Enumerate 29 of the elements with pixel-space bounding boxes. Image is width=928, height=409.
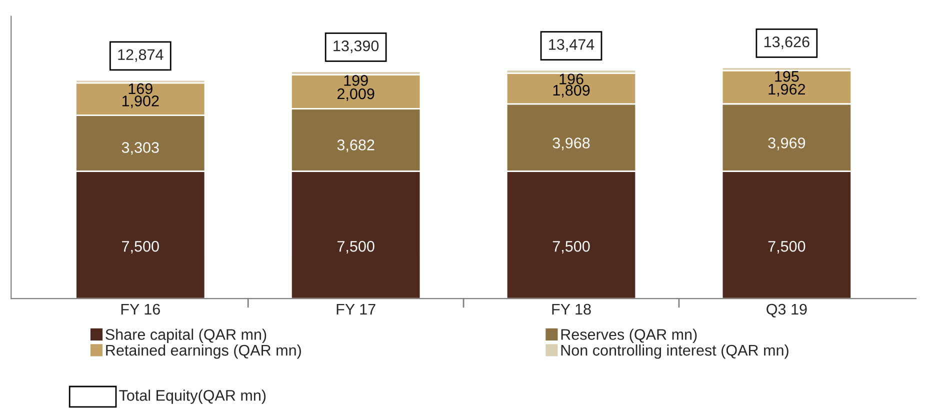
data-label: 1,962 (768, 84, 806, 96)
x-tick-label: FY 17 (336, 304, 376, 315)
data-label: 195 (775, 70, 799, 82)
total-label: 13,390 (334, 40, 379, 54)
data-label: 3,968 (552, 138, 590, 150)
data-label: 1,809 (553, 84, 590, 98)
x-tick-label: Q3 19 (766, 304, 807, 318)
legend-label: Retained earnings (QAR mn) (106, 344, 301, 359)
x-tick-label: FY 18 (552, 304, 591, 315)
legend-label: Reserves (QAR mn) (561, 328, 697, 343)
total-label: 13,626 (764, 36, 810, 50)
data-label: 3,969 (768, 138, 806, 150)
data-label: 196 (560, 74, 584, 84)
x-tick-label: FY 16 (121, 304, 160, 315)
data-label: 169 (128, 83, 152, 94)
data-label: 2,009 (337, 88, 374, 102)
legend-label: Non controlling interest (QAR mn) (561, 344, 788, 359)
text: Total Equity(QAR mn) (119, 390, 266, 404)
data-label: 3,682 (337, 140, 374, 152)
total-label: 12,874 (118, 49, 164, 62)
data-label: 7,500 (337, 240, 374, 254)
data-label: 199 (344, 75, 368, 86)
legend-label: Share capital (QAR mn) (106, 328, 266, 343)
data-label: 7,500 (122, 240, 159, 254)
data-label: 7,500 (768, 240, 806, 254)
total-label: 13,474 (549, 39, 594, 52)
data-label: 1,902 (122, 96, 159, 108)
data-label: 7,500 (552, 240, 590, 254)
data-label: 3,303 (122, 142, 159, 155)
